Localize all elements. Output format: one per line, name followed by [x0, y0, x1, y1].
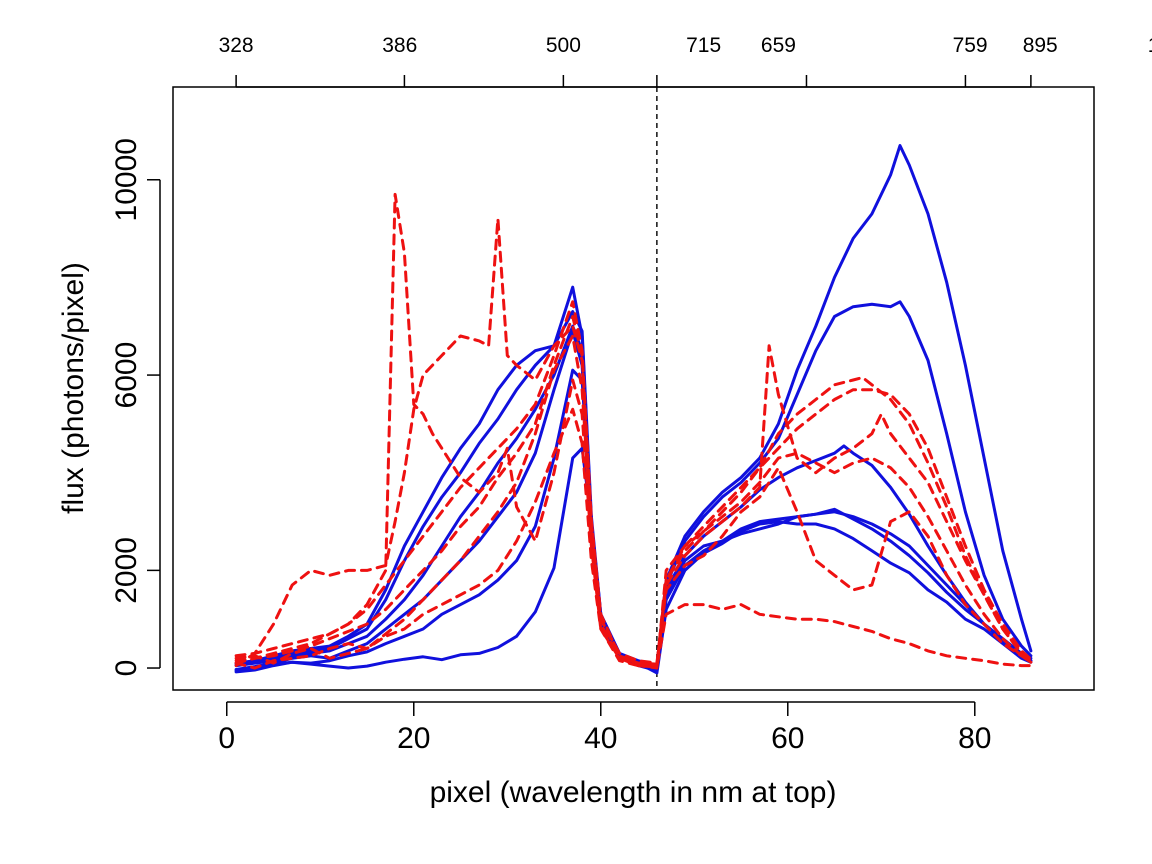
x-tick-label: 80 — [958, 722, 991, 755]
series-line-red-9 — [234, 315, 1033, 665]
top-tick-label: 759 — [953, 34, 988, 57]
series-line-red-8 — [234, 334, 1033, 666]
series-line-red-11 — [234, 192, 1033, 670]
top-tick-label: 386 — [382, 34, 417, 57]
top-tick-label: 500 — [546, 34, 581, 57]
top-tick-label: 895 — [1023, 34, 1058, 57]
top-tick-label: 328 — [219, 34, 254, 57]
x-tick-label: 20 — [397, 722, 430, 755]
y-axis-title: flux (photons/pixel) — [57, 262, 90, 514]
series-line-blue-1 — [234, 446, 1033, 675]
x-tick-label: 40 — [584, 722, 617, 755]
series-line-red-10 — [234, 300, 1033, 668]
top-tick-label: 659 — [761, 34, 796, 57]
top-tick-label: 715 — [686, 34, 721, 57]
y-tick-label: 10000 — [110, 138, 143, 221]
bottom-x-axis: 0 20 40 60 80 — [218, 701, 991, 755]
series-line-blue-5 — [234, 285, 1033, 669]
x-tick-label: 60 — [771, 722, 804, 755]
top-x-axis: 328 386 500 715 659 759 895 1082 — [219, 34, 1152, 88]
top-tick-label: 1082 — [1148, 34, 1152, 57]
left-y-axis: 0 2000 6000 10000 — [110, 138, 161, 677]
series-line-red-12 — [234, 217, 1033, 668]
series-group — [234, 144, 1033, 675]
y-tick-label: 2000 — [110, 537, 143, 604]
series-line-blue-6 — [234, 144, 1033, 668]
y-tick-label: 0 — [110, 660, 143, 677]
series-line-red-7 — [234, 407, 1033, 670]
x-axis-title: pixel (wavelength in nm at top) — [430, 776, 837, 809]
x-tick-label: 0 — [218, 722, 235, 755]
y-tick-label: 6000 — [110, 342, 143, 409]
